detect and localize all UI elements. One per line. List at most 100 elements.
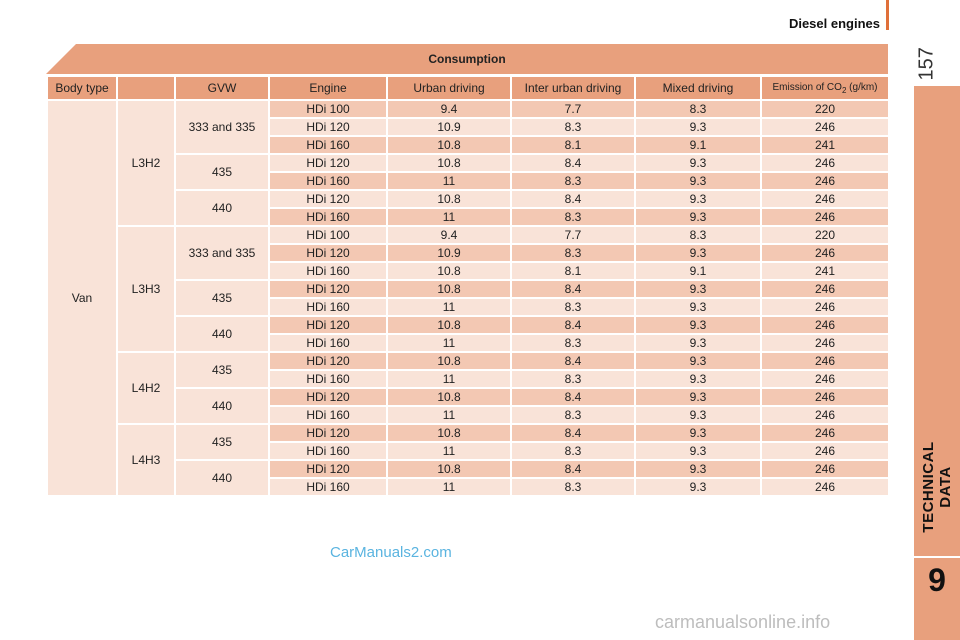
table-row: 440 HDi 120 10.8 8.4 9.3 246 (47, 315, 890, 353)
engine-cell: HDi 160 (268, 333, 388, 353)
mixed-cell: 9.3 (634, 117, 762, 137)
mixed-cell: 9.1 (634, 135, 762, 155)
interurban-cell: 8.1 (510, 135, 636, 155)
interurban-cell: 8.4 (510, 423, 636, 443)
co2-cell: 246 (760, 405, 890, 425)
mixed-cell: 8.3 (634, 225, 762, 245)
interurban-cell: 8.3 (510, 117, 636, 137)
co2-cell: 246 (760, 369, 890, 389)
col-header: Mixed driving (634, 75, 762, 101)
urban-cell: 11 (386, 405, 512, 425)
header-accent-bar (886, 0, 889, 30)
engine-cell: HDi 160 (268, 441, 388, 461)
engine-cell: HDi 120 (268, 279, 388, 299)
chapter-divider (914, 556, 960, 558)
mixed-cell: 9.3 (634, 441, 762, 461)
interurban-cell: 8.3 (510, 243, 636, 263)
co2-cell: 246 (760, 315, 890, 335)
engine-cell: HDi 160 (268, 369, 388, 389)
chapter-tab (914, 86, 960, 640)
interurban-cell: 7.7 (510, 99, 636, 119)
gvw-cell: 435 (174, 279, 270, 317)
urban-cell: 10.8 (386, 387, 512, 407)
mixed-cell: 9.3 (634, 153, 762, 173)
co2-cell: 246 (760, 459, 890, 479)
co2-cell: 241 (760, 135, 890, 155)
table-row: L4H3 435 HDi 120 10.8 8.4 9.3 246 (47, 423, 890, 497)
urban-cell: 10.8 (386, 351, 512, 371)
engine-cell: HDi 160 (268, 171, 388, 191)
co2-cell: 246 (760, 297, 890, 317)
gvw-cell: 435 (174, 351, 270, 389)
mixed-cell: 9.3 (634, 369, 762, 389)
table-row: 440 HDi 120 10.8 8.4 9.3 246 (47, 387, 890, 425)
gvw-cell: 440 (174, 459, 270, 497)
table-row: HDi 160 11 8.3 9.3 246 (47, 477, 890, 497)
mixed-cell: 9.3 (634, 405, 762, 425)
table-row: 440 HDi 120 10.8 8.4 9.3 246 (47, 189, 890, 227)
co2-cell: 246 (760, 423, 890, 443)
chapter-number: 9 (928, 562, 946, 598)
mixed-cell: 9.3 (634, 351, 762, 371)
mixed-cell: 9.3 (634, 297, 762, 317)
co2-cell: 241 (760, 261, 890, 281)
gvw-cell: 440 (174, 387, 270, 425)
interurban-cell: 8.3 (510, 369, 636, 389)
mixed-cell: 9.3 (634, 459, 762, 479)
engine-cell: HDi 160 (268, 297, 388, 317)
table-row: 440 HDi 120 10.8 8.4 9.3 246 (47, 459, 890, 497)
engine-cell: HDi 120 (268, 459, 388, 479)
col-header: Body type (46, 75, 118, 101)
table-title: Consumption (428, 52, 506, 66)
engine-cell: HDi 100 (268, 225, 388, 245)
engine-cell: HDi 120 (268, 315, 388, 335)
urban-cell: 10.8 (386, 459, 512, 479)
table-row: 435 HDi 120 10.8 8.4 9.3 246 (47, 153, 890, 191)
gvw-cell: 435 (174, 153, 270, 191)
table-row: HDi 160 10.8 8.1 9.1 241 (47, 135, 890, 155)
co2-cell: 246 (760, 207, 890, 227)
urban-cell: 10.8 (386, 423, 512, 443)
body-type-cell: Van (46, 99, 118, 497)
col-header: Inter urban driving (510, 75, 636, 101)
urban-cell: 10.8 (386, 261, 512, 281)
interurban-cell: 8.4 (510, 189, 636, 209)
co2-cell: 246 (760, 387, 890, 407)
mixed-cell: 9.3 (634, 207, 762, 227)
co2-cell: 246 (760, 117, 890, 137)
engine-cell: HDi 120 (268, 243, 388, 263)
site-watermark: CarManuals2.com (330, 544, 452, 561)
table-row: 435 HDi 120 10.8 8.4 9.3 246 (47, 279, 890, 317)
col-header: Engine (268, 75, 388, 101)
interurban-cell: 8.3 (510, 171, 636, 191)
engine-cell: HDi 160 (268, 207, 388, 227)
urban-cell: 10.8 (386, 153, 512, 173)
engine-cell: HDi 160 (268, 135, 388, 155)
engine-cell: HDi 120 (268, 117, 388, 137)
urban-cell: 9.4 (386, 99, 512, 119)
mixed-cell: 9.3 (634, 171, 762, 191)
urban-cell: 9.4 (386, 225, 512, 245)
model-cell: L4H3 (116, 423, 176, 497)
urban-cell: 11 (386, 369, 512, 389)
engine-cell: HDi 160 (268, 405, 388, 425)
urban-cell: 10.9 (386, 243, 512, 263)
co2-cell: 246 (760, 477, 890, 497)
engine-cell: HDi 120 (268, 423, 388, 443)
gvw-cell: 440 (174, 189, 270, 227)
interurban-cell: 8.3 (510, 405, 636, 425)
table-body: Van L3H2 333 and 335 HDi 100 9.4 7.7 8.3 220 HDi… (46, 99, 890, 497)
model-cell: L3H2 (116, 99, 176, 227)
urban-cell: 10.8 (386, 135, 512, 155)
urban-cell: 11 (386, 477, 512, 497)
co2-cell: 246 (760, 171, 890, 191)
mixed-cell: 9.3 (634, 333, 762, 353)
mixed-cell: 9.3 (634, 387, 762, 407)
interurban-cell: 8.1 (510, 261, 636, 281)
interurban-cell: 8.4 (510, 315, 636, 335)
table-row: HDi 120 10.9 8.3 9.3 246 (47, 243, 890, 263)
interurban-cell: 8.3 (510, 333, 636, 353)
consumption-table: Body type GVW Engine Urban driving Inter… (46, 75, 890, 497)
urban-cell: 10.8 (386, 189, 512, 209)
mixed-cell: 8.3 (634, 99, 762, 119)
